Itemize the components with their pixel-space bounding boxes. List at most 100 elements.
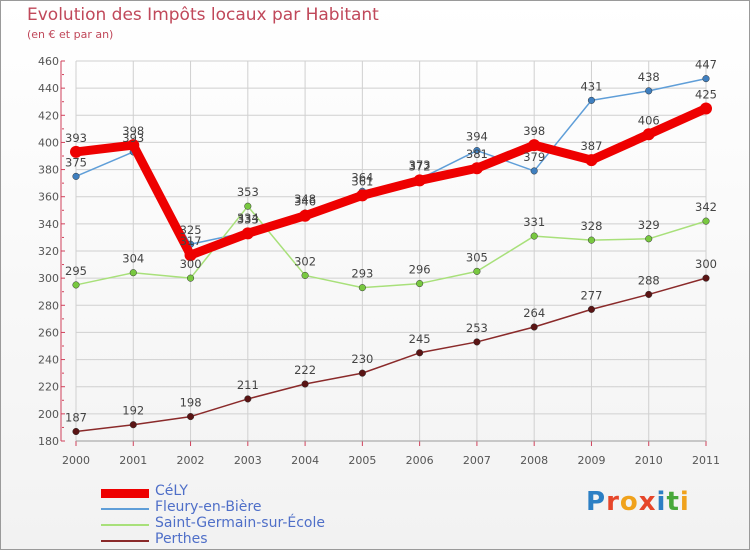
legend-swatch-perthes xyxy=(101,540,149,542)
data-label-c-ly: 398 xyxy=(523,124,545,138)
legend-label-fleury: Fleury-en-Bière xyxy=(155,499,262,515)
data-label-saint-germain-sur-cole: 328 xyxy=(580,219,602,233)
data-label-fleury-en-bi-re: 431 xyxy=(580,79,602,93)
chart-subtitle: (en € et par an) xyxy=(27,28,114,41)
data-label-saint-germain-sur-cole: 353 xyxy=(237,185,259,199)
series-line-saint-germain-sur-cole xyxy=(75,205,707,289)
data-point-perthes xyxy=(358,369,366,377)
data-label-fleury-en-bi-re: 375 xyxy=(65,155,87,169)
data-label-c-ly: 372 xyxy=(409,159,431,173)
data-label-perthes: 253 xyxy=(466,321,488,335)
data-point-c-ly xyxy=(470,162,483,175)
data-label-fleury-en-bi-re: 379 xyxy=(523,150,545,164)
data-label-perthes: 198 xyxy=(180,396,202,410)
y-tick-label: 220 xyxy=(38,381,59,394)
x-tick-label: 2001 xyxy=(119,454,147,467)
data-point-perthes xyxy=(645,290,653,298)
y-tick-label: 440 xyxy=(38,82,59,95)
data-label-saint-germain-sur-cole: 329 xyxy=(638,218,660,232)
data-label-c-ly: 333 xyxy=(237,212,259,226)
data-point-saint-germain-sur-cole xyxy=(129,269,137,277)
data-point-saint-germain-sur-cole xyxy=(301,271,309,279)
data-label-saint-germain-sur-cole: 296 xyxy=(409,263,431,277)
x-tick-label: 2000 xyxy=(62,454,90,467)
data-point-saint-germain-sur-cole xyxy=(530,232,538,240)
data-point-perthes xyxy=(416,349,424,357)
legend-swatch-cely xyxy=(101,489,149,498)
x-tick-label: 2010 xyxy=(635,454,663,467)
data-label-c-ly: 317 xyxy=(180,234,202,248)
data-point-saint-germain-sur-cole xyxy=(587,236,596,244)
proxiti-logo: Proxiti xyxy=(586,487,690,517)
logo-letter: o xyxy=(619,487,639,517)
legend-label-saint-germain: Saint-Germain-sur-École xyxy=(155,515,325,531)
data-label-saint-germain-sur-cole: 300 xyxy=(180,257,202,271)
x-tick-label: 2005 xyxy=(348,454,376,467)
data-point-c-ly xyxy=(127,139,140,152)
data-label-c-ly: 381 xyxy=(466,147,488,161)
logo-letter: i xyxy=(656,487,667,517)
data-point-perthes xyxy=(702,274,710,282)
y-tick-label: 300 xyxy=(38,272,59,285)
data-label-fleury-en-bi-re: 393 xyxy=(122,131,144,145)
data-label-fleury-en-bi-re: 438 xyxy=(638,70,660,84)
x-tick-label: 2002 xyxy=(177,454,205,467)
data-label-fleury-en-bi-re: 325 xyxy=(180,223,202,237)
y-tick-label: 280 xyxy=(38,299,59,312)
data-point-perthes xyxy=(72,427,80,436)
data-label-c-ly: 406 xyxy=(638,113,660,127)
logo-letter: i xyxy=(679,487,690,517)
data-point-perthes xyxy=(473,338,481,346)
data-label-c-ly: 346 xyxy=(294,195,316,209)
axes: 180 200 220 240 260 280 300 320 340 360 380 400 420 4… xyxy=(38,55,720,467)
data-point-perthes xyxy=(530,323,538,331)
x-tick-label: 2003 xyxy=(234,454,262,467)
data-point-saint-germain-sur-cole xyxy=(473,267,481,275)
logo-letter: r xyxy=(606,487,620,517)
data-point-c-ly xyxy=(184,249,197,262)
data-point-c-ly xyxy=(585,154,598,167)
y-tick-label: 420 xyxy=(38,109,59,122)
data-labels: 375 393 325 334 348 364 373 394 379 431 438 447 295 3… xyxy=(65,58,717,425)
y-tick-label: 240 xyxy=(38,354,59,367)
x-tick-label: 2009 xyxy=(577,454,605,467)
x-tick-label: 2004 xyxy=(291,454,319,467)
data-label-c-ly: 387 xyxy=(580,139,602,153)
data-label-c-ly: 361 xyxy=(351,174,373,188)
x-tick-label: 2007 xyxy=(463,454,491,467)
y-tick-label: 260 xyxy=(38,326,59,339)
logo-letter: P xyxy=(586,487,607,517)
data-label-perthes: 288 xyxy=(638,273,660,287)
data-label-perthes: 211 xyxy=(237,378,259,392)
data-label-fleury-en-bi-re: 348 xyxy=(294,192,316,206)
legend-swatch-fleury xyxy=(101,508,149,510)
grid xyxy=(75,60,707,442)
data-point-c-ly xyxy=(700,102,712,115)
data-label-c-ly: 425 xyxy=(695,88,717,102)
legend-label-cely: CéLY xyxy=(155,483,188,499)
y-tick-label: 360 xyxy=(38,191,59,204)
data-point-c-ly xyxy=(528,139,541,152)
data-point-fleury-en-bi-re xyxy=(72,172,80,180)
y-tick-label: 320 xyxy=(38,245,59,258)
y-tick-label: 460 xyxy=(38,55,59,68)
data-label-perthes: 230 xyxy=(351,352,373,366)
data-label-fleury-en-bi-re: 334 xyxy=(237,211,259,225)
y-tick-label: 180 xyxy=(38,435,59,448)
data-label-saint-germain-sur-cole: 342 xyxy=(695,200,717,214)
data-point-perthes xyxy=(186,413,195,421)
data-point-fleury-en-bi-re xyxy=(645,87,653,95)
chart-title: Evolution des Impôts locaux par Habitant xyxy=(27,5,379,25)
legend-label-perthes: Perthes xyxy=(155,531,208,547)
data-point-saint-germain-sur-cole xyxy=(645,235,653,243)
data-point-c-ly xyxy=(413,174,426,187)
x-tick-label: 2008 xyxy=(520,454,548,467)
series-layer xyxy=(70,75,712,436)
data-point-saint-germain-sur-cole xyxy=(416,280,424,288)
series-line-perthes xyxy=(75,277,707,433)
data-label-perthes: 300 xyxy=(695,257,717,271)
data-label-perthes: 264 xyxy=(523,306,545,320)
data-point-fleury-en-bi-re xyxy=(473,147,481,155)
data-label-perthes: 192 xyxy=(122,404,144,418)
